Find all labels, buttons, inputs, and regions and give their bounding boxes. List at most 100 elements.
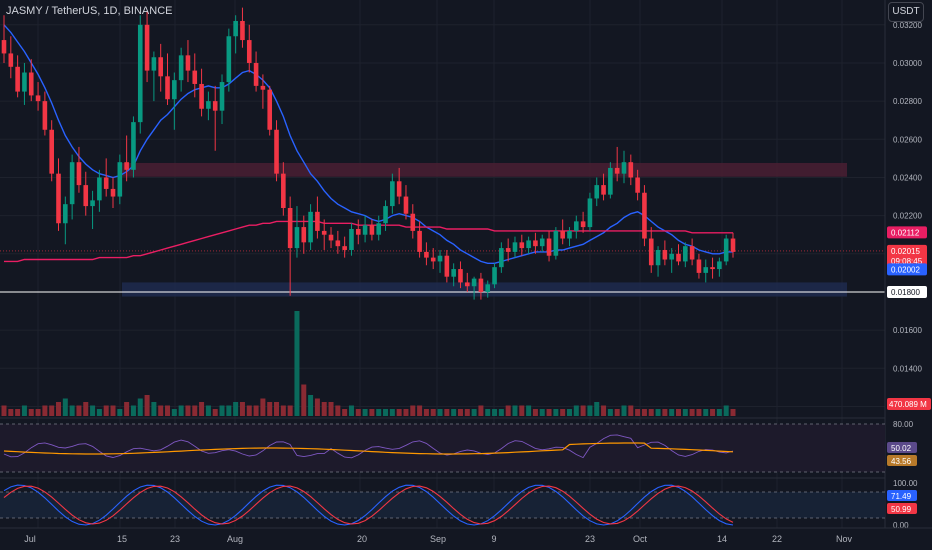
x-tick-label: 14 xyxy=(717,534,727,544)
rsi-ma-tag xyxy=(887,455,917,466)
candle-body xyxy=(390,181,395,207)
currency-button[interactable]: USDT xyxy=(888,2,924,22)
candle xyxy=(587,192,593,231)
candle xyxy=(219,74,225,125)
volume-bar xyxy=(655,409,661,416)
price-tag-last-text: 0.02015 xyxy=(891,247,920,256)
candle-body xyxy=(28,72,34,96)
candle xyxy=(703,259,709,283)
candle xyxy=(246,24,252,73)
candle xyxy=(28,59,34,102)
rsi-tag xyxy=(887,442,917,453)
volume-bar xyxy=(28,409,34,416)
candle-body xyxy=(308,211,313,243)
candle xyxy=(580,211,586,233)
volume-bar xyxy=(403,409,409,416)
candle-body xyxy=(301,227,307,243)
candle-body xyxy=(185,55,191,71)
candle xyxy=(253,51,259,92)
candle-body xyxy=(178,55,184,81)
volume-bar xyxy=(505,405,511,416)
volume-bar xyxy=(137,398,143,416)
candle-body xyxy=(533,240,538,247)
candle-body xyxy=(90,200,95,207)
candle xyxy=(669,248,674,273)
ma-fast-line xyxy=(3,24,733,264)
volume-bar xyxy=(669,409,675,416)
candle-body xyxy=(580,221,586,228)
candle xyxy=(553,227,559,260)
volume-bar xyxy=(587,405,593,416)
candle xyxy=(158,43,164,92)
stoch-tick: 100.00 xyxy=(893,479,918,488)
volume-bar xyxy=(342,409,348,416)
candle-body xyxy=(294,227,300,249)
y-tick-label: 0.02800 xyxy=(893,97,922,106)
candle-body xyxy=(362,225,368,235)
volume-bar xyxy=(274,402,280,416)
candle xyxy=(376,215,382,241)
candle xyxy=(335,230,341,254)
candle-body xyxy=(1,40,7,54)
candle xyxy=(560,219,565,245)
candle-body xyxy=(464,282,470,287)
candle xyxy=(458,261,463,289)
volume-bar xyxy=(464,409,470,416)
volume-bar xyxy=(42,405,48,416)
volume-bar xyxy=(437,409,443,416)
candle-body xyxy=(321,230,327,235)
candle xyxy=(165,53,170,105)
volume-bar xyxy=(389,409,395,416)
volume-bar xyxy=(601,405,607,416)
volume-bar xyxy=(716,409,722,416)
y-tick-label: 0.01600 xyxy=(893,326,922,335)
candle xyxy=(567,227,572,247)
candle-body xyxy=(131,122,136,170)
stoch-tick: 0.00 xyxy=(893,521,909,530)
candle-body xyxy=(539,238,545,247)
candle xyxy=(526,236,531,254)
volume-bar xyxy=(110,405,116,416)
y-tick-label: 0.03000 xyxy=(893,59,922,68)
x-tick-label: Aug xyxy=(227,534,243,544)
volume-bar xyxy=(662,409,668,416)
candle xyxy=(505,238,511,262)
candle xyxy=(710,257,715,279)
candle xyxy=(151,51,157,102)
candle-body xyxy=(124,162,129,170)
candle xyxy=(328,227,334,249)
candle xyxy=(172,72,177,130)
candle xyxy=(342,236,347,258)
candle-body xyxy=(410,213,416,231)
volume-bar xyxy=(532,409,538,416)
x-tick-label: 22 xyxy=(772,534,782,544)
volume-bar xyxy=(383,409,389,416)
volume-bar xyxy=(444,409,450,416)
candle xyxy=(355,219,361,245)
candle xyxy=(233,15,238,54)
volume-bar xyxy=(314,398,320,416)
candle-body xyxy=(110,188,116,197)
volume-bar xyxy=(396,409,402,416)
x-tick-label: Jul xyxy=(24,534,36,544)
candle-body xyxy=(526,240,531,249)
volume-bar xyxy=(219,405,225,416)
candle xyxy=(430,248,436,270)
volume-bar xyxy=(573,405,579,416)
candle-body xyxy=(35,95,41,102)
candle-body xyxy=(478,278,484,292)
x-tick-label: Nov xyxy=(836,534,853,544)
candle xyxy=(22,62,27,105)
candle xyxy=(281,162,286,216)
candle-body xyxy=(505,248,511,252)
candle xyxy=(437,249,443,273)
candle-body xyxy=(117,162,123,197)
candle xyxy=(533,232,538,254)
stoch-k-tag-text: 71.49 xyxy=(891,492,912,501)
candle-body xyxy=(137,24,143,123)
candle xyxy=(206,91,211,121)
candle xyxy=(315,196,320,239)
stoch-d-tag-text: 50.99 xyxy=(891,505,912,514)
volume-bar xyxy=(485,409,491,416)
